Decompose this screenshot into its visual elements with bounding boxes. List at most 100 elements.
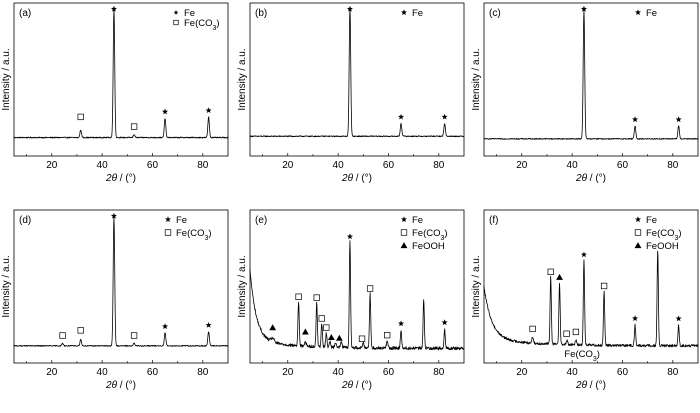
xrd-pattern-line [13, 8, 229, 139]
peak-marker-square [563, 330, 570, 337]
xrd-pattern-line [13, 216, 229, 347]
peak-marker-star [346, 5, 353, 12]
panel-label: (c) [489, 8, 501, 19]
xrd-panel-f: 20 40 60 80 2θ / (°) Intensity / a.u. (f) Fe Fe(… [471, 209, 699, 391]
legend-label: FeOOH [412, 241, 445, 252]
peak-marker-square [77, 327, 84, 334]
peak-marker-star [580, 5, 587, 12]
legend-symbol-star [634, 9, 642, 16]
legend-symbol-star [164, 216, 172, 223]
peak-marker-square [358, 335, 366, 342]
plot-frame [13, 2, 229, 157]
x-tick-label: 60 [383, 160, 395, 171]
legend-label: Fe [176, 215, 187, 226]
y-axis-label: Intensity / a.u. [1, 255, 12, 317]
legend-symbol-square [400, 229, 408, 236]
y-axis-label: Intensity / a.u. [471, 48, 482, 110]
peak-marker-star [398, 320, 405, 327]
legend-label: Fe [646, 215, 657, 226]
peak-marker-triangle [335, 334, 343, 341]
peak-marker-star [632, 315, 639, 322]
legend-label: FeOOH [646, 241, 679, 252]
panel-label: (a) [19, 8, 31, 19]
x-tick-label: 20 [282, 160, 294, 171]
xrd-panel-a: 20 40 60 80 2θ / (°) Intensity / a.u. (a) FeFe(… [1, 2, 229, 184]
peak-marker-square [295, 293, 302, 300]
xrd-panel-d: 20 40 60 80 2θ / (°) Intensity / a.u. (d) Fe Fe(… [1, 209, 229, 391]
peak-marker-star [441, 113, 448, 120]
panel-label: (e) [255, 215, 267, 226]
peak-marker-square [313, 294, 320, 301]
legend-label: Fe [646, 8, 657, 19]
xrd-pattern-line [483, 250, 699, 348]
peak-marker-square [77, 113, 84, 121]
x-tick-label: 60 [617, 160, 629, 171]
x-tick-label: 80 [433, 367, 445, 378]
peak-marker-star [110, 5, 117, 12]
peak-marker-square [529, 325, 536, 333]
x-tick-label: 20 [46, 367, 58, 378]
x-tick-label: 60 [147, 367, 159, 378]
x-tick-label: 40 [333, 160, 345, 171]
peak-marker-triangle [301, 328, 309, 335]
peak-marker-square [130, 123, 138, 130]
panel-label: (f) [489, 215, 498, 226]
legend-label: Fe(CO3) [176, 228, 212, 242]
peak-marker-star [632, 116, 639, 123]
y-axis-label: Intensity / a.u. [237, 48, 248, 110]
plot-frame [249, 2, 465, 157]
peak-marker-square [59, 332, 66, 339]
peak-marker-star [675, 315, 682, 322]
y-axis-label: Intensity / a.u. [237, 255, 248, 317]
peak-marker-star [441, 319, 448, 326]
xrd-pattern-line [483, 9, 699, 140]
plot-frame [483, 2, 699, 157]
x-axis-label: 2θ / (°) [575, 380, 606, 391]
peak-marker-square [572, 328, 580, 336]
x-tick-label: 60 [617, 367, 629, 378]
peak-marker-star [110, 212, 117, 219]
peak-marker-triangle [269, 324, 277, 331]
legend-symbol-star [173, 9, 179, 15]
legend-label: Fe(CO3) [646, 228, 682, 242]
legend-label: Fe(CO3) [184, 18, 220, 32]
xrd-panel-e: 20 40 60 80 2θ / (°) Intensity / a.u. (e) Fe Fe(… [237, 209, 465, 391]
peak-marker-star [580, 251, 587, 258]
legend-label: Fe [184, 8, 195, 19]
x-tick-label: 20 [282, 367, 294, 378]
peak-marker-triangle [327, 334, 335, 341]
legend-label: Fe [412, 215, 423, 226]
legend-label: Fe(CO3) [412, 228, 448, 242]
x-axis-label: 2θ / (°) [341, 173, 372, 184]
peak-marker-star [162, 108, 169, 115]
peak-marker-star [675, 116, 682, 123]
xrd-panel-b: 20 40 60 80 2θ / (°) Intensity / a.u. (b) Fe [237, 2, 465, 184]
legend-symbol-triangle [634, 242, 642, 249]
xrd-pattern-line [249, 7, 465, 138]
peak-marker-star [162, 323, 169, 330]
x-tick-label: 80 [197, 367, 209, 378]
peak-marker-square [130, 332, 138, 339]
peak-marker-square [600, 282, 608, 290]
plot-frame [13, 209, 229, 364]
legend-symbol-star [634, 216, 642, 223]
x-tick-label: 20 [516, 160, 528, 171]
y-axis-label: Intensity / a.u. [1, 48, 12, 110]
x-tick-label: 40 [333, 367, 345, 378]
x-axis-label: 2θ / (°) [105, 380, 136, 391]
legend-label: Fe [412, 8, 423, 19]
annotation-label: Fe(CO3) [564, 349, 600, 363]
x-tick-label: 40 [567, 160, 579, 171]
x-tick-label: 80 [667, 160, 679, 171]
x-axis-label: 2θ / (°) [105, 173, 136, 184]
legend-symbol-square [173, 19, 179, 26]
x-tick-label: 80 [667, 367, 679, 378]
x-tick-label: 20 [516, 367, 528, 378]
peak-marker-star [398, 113, 405, 120]
xrd-panel-c: 20 40 60 80 2θ / (°) Intensity / a.u. (c) Fe [471, 2, 699, 184]
legend-symbol-square [634, 229, 642, 236]
x-tick-label: 60 [383, 367, 395, 378]
peak-marker-square [318, 315, 325, 322]
peak-marker-star [346, 233, 353, 240]
